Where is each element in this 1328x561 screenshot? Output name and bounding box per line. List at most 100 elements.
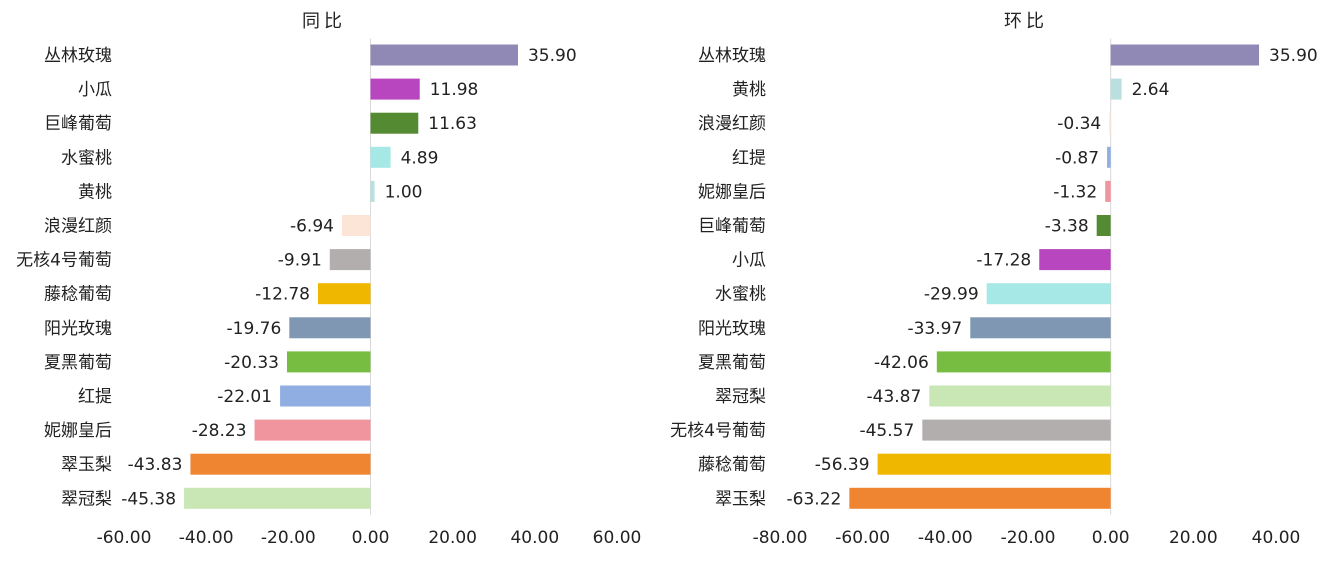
yoy-value-label: -12.78 bbox=[255, 285, 310, 305]
yoy-x-tick-label: -40.00 bbox=[179, 528, 234, 548]
yoy-category-label: 阳光玫瑰 bbox=[44, 319, 112, 339]
mom-category-label: 夏黑葡萄 bbox=[698, 353, 766, 373]
mom-bar bbox=[1039, 249, 1111, 271]
yoy-value-label: 11.63 bbox=[428, 114, 477, 134]
yoy-category-label: 妮娜皇后 bbox=[44, 421, 112, 441]
yoy-bar bbox=[370, 44, 518, 66]
yoy-bar bbox=[286, 351, 371, 373]
mom-category-label: 无核4号葡萄 bbox=[670, 421, 766, 441]
yoy-x-tick-label: 0.00 bbox=[352, 528, 390, 548]
yoy-category-label: 藤稔葡萄 bbox=[44, 285, 112, 305]
yoy-bar bbox=[341, 215, 371, 236]
yoy-bar bbox=[184, 487, 371, 509]
yoy-value-label: 35.90 bbox=[528, 46, 577, 66]
mom-category-label: 水蜜桃 bbox=[715, 285, 766, 305]
mom-category-label: 妮娜皇后 bbox=[698, 182, 766, 202]
mom-bar bbox=[929, 385, 1111, 407]
mom-value-label: -29.99 bbox=[924, 285, 979, 305]
yoy-bar bbox=[289, 317, 371, 339]
yoy-bar bbox=[280, 385, 371, 407]
mom-category-label: 翠玉梨 bbox=[715, 489, 766, 509]
mom-bar bbox=[877, 453, 1111, 475]
mom-x-tick-label: 20.00 bbox=[1169, 528, 1218, 548]
yoy-bar bbox=[370, 112, 419, 134]
yoy-value-label: -43.83 bbox=[128, 455, 183, 475]
yoy-x-tick-label: 60.00 bbox=[593, 528, 642, 548]
yoy-x-tick-label: 40.00 bbox=[510, 528, 559, 548]
yoy-bar bbox=[370, 180, 375, 202]
yoy-category-label: 浪漫红颜 bbox=[44, 217, 112, 237]
yoy-value-label: -45.38 bbox=[121, 489, 176, 509]
mom-x-tick-label: -20.00 bbox=[1001, 528, 1056, 548]
mom-category-label: 藤稔葡萄 bbox=[698, 455, 766, 475]
mom-bar bbox=[1105, 180, 1111, 202]
yoy-x-tick-label: -60.00 bbox=[97, 528, 152, 548]
yoy-category-label: 丛林玫瑰 bbox=[44, 46, 112, 66]
mom-category-label: 阳光玫瑰 bbox=[698, 319, 766, 339]
mom-value-label: -45.57 bbox=[859, 421, 914, 441]
mom-value-label: 2.64 bbox=[1132, 80, 1170, 100]
mom-value-label: -1.32 bbox=[1053, 182, 1097, 202]
mom-bar bbox=[849, 487, 1111, 509]
mom-x-tick-label: -40.00 bbox=[918, 528, 973, 548]
yoy-bar bbox=[317, 283, 371, 305]
yoy-bar bbox=[254, 419, 371, 441]
yoy-value-label: 4.89 bbox=[401, 148, 439, 168]
mom-bar bbox=[1096, 215, 1111, 236]
mom-value-label: -56.39 bbox=[815, 455, 870, 475]
mom-value-label: -43.87 bbox=[867, 387, 922, 407]
yoy-value-label: 1.00 bbox=[385, 182, 423, 202]
yoy-value-label: -28.23 bbox=[192, 421, 247, 441]
yoy-value-label: -20.33 bbox=[224, 353, 279, 373]
yoy-bar bbox=[329, 249, 371, 271]
mom-category-label: 丛林玫瑰 bbox=[698, 46, 766, 66]
mom-bar bbox=[922, 419, 1111, 441]
mom-category-label: 红提 bbox=[732, 148, 766, 168]
yoy-category-label: 夏黑葡萄 bbox=[44, 353, 112, 373]
mom-chart-title: 环比 bbox=[1004, 11, 1048, 32]
mom-bar bbox=[1107, 146, 1111, 168]
mom-bar bbox=[970, 317, 1111, 339]
yoy-category-label: 巨峰葡萄 bbox=[44, 114, 112, 134]
yoy-value-label: -6.94 bbox=[290, 217, 334, 237]
mom-value-label: -3.38 bbox=[1045, 217, 1089, 237]
yoy-category-label: 翠冠梨 bbox=[61, 489, 112, 509]
yoy-category-label: 小瓜 bbox=[78, 80, 112, 100]
yoy-bar bbox=[370, 78, 420, 100]
mom-value-label: -0.87 bbox=[1055, 148, 1099, 168]
mom-value-label: 35.90 bbox=[1269, 46, 1318, 66]
mom-bar bbox=[986, 283, 1111, 305]
mom-bar bbox=[1110, 44, 1260, 66]
yoy-value-label: -9.91 bbox=[278, 251, 322, 271]
mom-bar bbox=[1109, 112, 1111, 134]
mom-value-label: -0.34 bbox=[1057, 114, 1101, 134]
yoy-chart-title: 同比 bbox=[302, 11, 346, 32]
yoy-x-tick-label: 20.00 bbox=[428, 528, 477, 548]
yoy-category-label: 红提 bbox=[78, 387, 112, 407]
yoy-category-label: 黄桃 bbox=[78, 182, 112, 202]
mom-value-label: -33.97 bbox=[907, 319, 962, 339]
mom-category-label: 翠冠梨 bbox=[715, 387, 766, 407]
mom-value-label: -42.06 bbox=[874, 353, 929, 373]
yoy-value-label: 11.98 bbox=[430, 80, 479, 100]
mom-x-tick-label: 40.00 bbox=[1252, 528, 1301, 548]
yoy-category-label: 水蜜桃 bbox=[61, 148, 112, 168]
mom-bar bbox=[936, 351, 1111, 373]
yoy-x-tick-label: -20.00 bbox=[261, 528, 316, 548]
yoy-category-label: 翠玉梨 bbox=[61, 455, 112, 475]
yoy-value-label: -19.76 bbox=[227, 319, 282, 339]
mom-category-label: 黄桃 bbox=[732, 80, 766, 100]
mom-category-label: 小瓜 bbox=[732, 251, 766, 271]
mom-value-label: -17.28 bbox=[976, 251, 1031, 271]
mom-value-label: -63.22 bbox=[787, 489, 842, 509]
mom-category-label: 浪漫红颜 bbox=[698, 114, 766, 134]
mom-x-tick-label: 0.00 bbox=[1092, 528, 1130, 548]
yoy-value-label: -22.01 bbox=[217, 387, 272, 407]
yoy-category-label: 无核4号葡萄 bbox=[16, 251, 112, 271]
mom-category-label: 巨峰葡萄 bbox=[698, 217, 766, 237]
mom-x-tick-label: -80.00 bbox=[753, 528, 808, 548]
mom-x-tick-label: -60.00 bbox=[835, 528, 890, 548]
